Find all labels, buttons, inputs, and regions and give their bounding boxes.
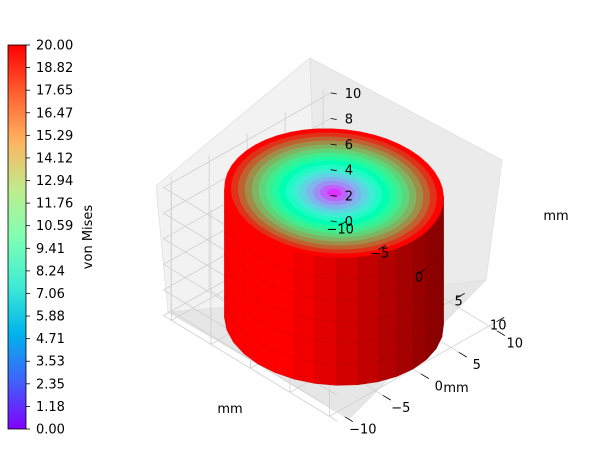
y-tick-label: −10 bbox=[349, 423, 376, 438]
colorbar-gradient bbox=[7, 44, 27, 430]
cylinder-side-face bbox=[314, 361, 337, 386]
z-tick-mark bbox=[330, 194, 337, 197]
y-tick-mark bbox=[382, 394, 392, 401]
colorbar-tick-label: 1.18 bbox=[36, 400, 65, 415]
z-tick-mark bbox=[330, 118, 337, 120]
x-tick-mark bbox=[496, 317, 505, 323]
colorbar-tick-label: 14.12 bbox=[36, 151, 73, 166]
colorbar-tick-label: 16.47 bbox=[36, 106, 73, 121]
colorbar-tick-label: 9.41 bbox=[36, 242, 65, 257]
z-tick-label: 0 bbox=[345, 215, 353, 230]
cylinder-side-face bbox=[357, 317, 379, 343]
colorbar-tick-label: 12.94 bbox=[36, 174, 73, 189]
y-tick-mark bbox=[496, 330, 506, 336]
y-axis-label: mm bbox=[443, 381, 468, 396]
colorbar-tick-label: 10.59 bbox=[36, 219, 73, 234]
y-tick-mark bbox=[458, 351, 468, 358]
cylinder-side-face bbox=[335, 256, 358, 279]
top-cap-ring bbox=[326, 188, 342, 198]
x-tick-label: 5 bbox=[455, 294, 463, 309]
colorbar-tick-label: 3.53 bbox=[36, 355, 65, 370]
z-tick-mark bbox=[330, 169, 337, 172]
z-tick-label: 4 bbox=[345, 164, 353, 179]
colorbar-label: von Mises bbox=[81, 205, 96, 270]
colorbar-tick-label: 15.29 bbox=[36, 129, 73, 144]
cylinder-surface bbox=[224, 128, 444, 386]
colorbar-tick-label: 7.06 bbox=[36, 287, 65, 302]
colorbar-tick-label: 0.00 bbox=[36, 423, 65, 438]
x-tick-mark bbox=[377, 245, 386, 251]
cylinder-side-face bbox=[314, 297, 337, 322]
y-tick-label: 0 bbox=[435, 380, 443, 395]
x-tick-mark bbox=[456, 293, 465, 299]
colorbar: 0.00 1.18 2.35 3.53 4.71 5.88 7.06 8.24 9.41 10.5… bbox=[7, 39, 96, 438]
cylinder-side-face bbox=[314, 276, 337, 301]
z-tick-label: 10 bbox=[345, 87, 362, 102]
cylinder-side-face bbox=[335, 277, 358, 301]
x-axis-label: mm bbox=[217, 402, 242, 417]
x-tick-label: −10 bbox=[326, 222, 353, 237]
z-tick-label: 8 bbox=[345, 113, 353, 128]
z-axis-label: mm bbox=[543, 209, 568, 224]
z-tick-label: 2 bbox=[345, 189, 353, 204]
y-tick-label: 5 bbox=[473, 358, 481, 373]
y-tick-mark bbox=[344, 416, 354, 422]
colorbar-tick-label: 8.24 bbox=[36, 264, 65, 279]
y-tick-label: −5 bbox=[391, 401, 410, 416]
cylinder-side-face bbox=[335, 341, 358, 365]
cylinder-side-face bbox=[357, 296, 379, 322]
z-tick-mark bbox=[330, 143, 337, 146]
cylinder-side-face bbox=[335, 299, 358, 322]
colorbar-tick-label: 17.65 bbox=[36, 84, 73, 99]
x-axis-ticks: −10 −5 0 5 10 bbox=[326, 221, 506, 333]
cylinder-side-face bbox=[314, 319, 337, 343]
colorbar-tick-label: 5.88 bbox=[36, 310, 65, 325]
z-tick-label: 6 bbox=[345, 138, 353, 153]
x-tick-mark bbox=[417, 269, 426, 275]
y-tick-mark bbox=[420, 373, 430, 379]
z-tick-mark bbox=[330, 220, 337, 223]
colorbar-tick-label: 18.82 bbox=[36, 61, 73, 76]
z-axis-ticks: 0 2 4 6 8 10 bbox=[330, 87, 362, 230]
colorbar-tick-label: 2.35 bbox=[36, 377, 65, 392]
y-tick-label: 10 bbox=[507, 337, 524, 352]
cylinder-side-face bbox=[314, 255, 337, 279]
cylinder-side-face bbox=[357, 360, 379, 386]
x-tick-label: 0 bbox=[415, 270, 423, 285]
colorbar-ticks: 0.00 1.18 2.35 3.53 4.71 5.88 7.06 8.24 9.41 10.5… bbox=[26, 39, 73, 438]
x-tick-label: 10 bbox=[490, 318, 507, 333]
cylinder-side-face bbox=[357, 274, 379, 300]
cylinder-side-face bbox=[357, 338, 379, 364]
cylinder-side-face bbox=[314, 340, 337, 365]
z-tick-mark bbox=[330, 92, 337, 95]
cylinder-side-face bbox=[335, 363, 358, 386]
colorbar-tick-label: 20.00 bbox=[36, 39, 73, 54]
colorbar-tick-label: 4.71 bbox=[36, 332, 65, 347]
colorbar-tick-label: 11.76 bbox=[36, 197, 73, 212]
x-tick-mark bbox=[338, 221, 347, 227]
y-axis-ticks: −10 −5 0 5 10 bbox=[344, 330, 524, 438]
x-tick-label: −5 bbox=[370, 246, 389, 261]
cylinder-side-face bbox=[335, 320, 358, 343]
